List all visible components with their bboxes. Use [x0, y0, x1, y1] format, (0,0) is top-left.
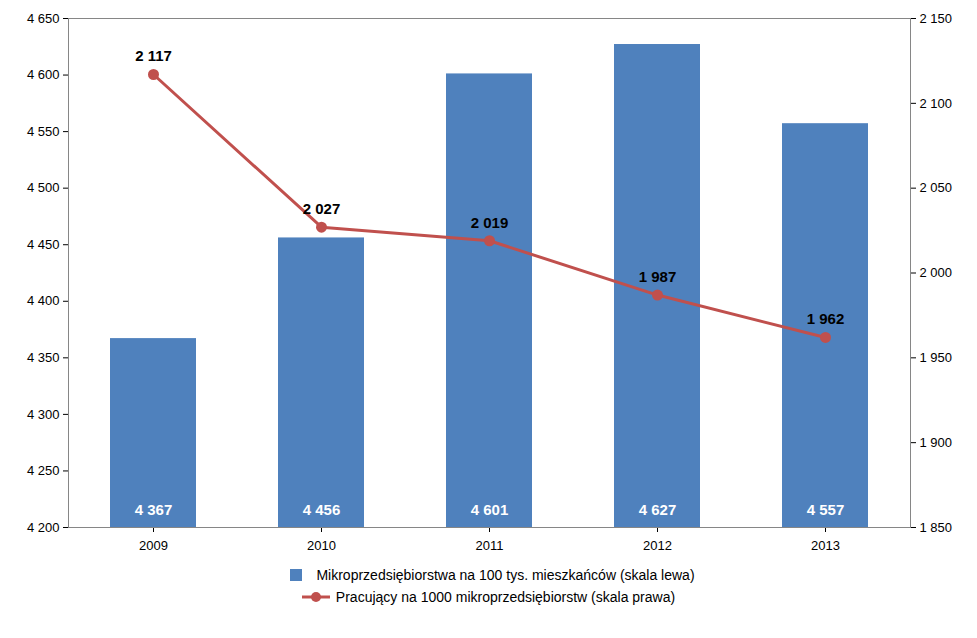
- html-text:Mikroprzedsiębiorstwa na 100 t: Mikroprzedsiębiorstwa na 100 tys. mieszk…: [316, 567, 695, 583]
- svg-text:4 550: 4 550: [27, 124, 60, 139]
- svg-text:4 200: 4 200: [27, 520, 60, 535]
- svg-text:2 150: 2 150: [920, 11, 953, 26]
- svg-text:4 450: 4 450: [27, 237, 60, 252]
- svg-text:1 850: 1 850: [920, 520, 953, 535]
- svg-text:2010: 2010: [307, 538, 336, 553]
- svg-text:4 601: 4 601: [471, 501, 509, 518]
- svg-text:4 250: 4 250: [27, 463, 60, 478]
- svg-text:2009: 2009: [139, 538, 168, 553]
- svg-text:2 000: 2 000: [920, 265, 953, 280]
- svg-text:1 987: 1 987: [639, 268, 677, 285]
- svg-text:2 019: 2 019: [471, 214, 509, 231]
- svg-text:2011: 2011: [476, 538, 504, 553]
- svg-text:2 100: 2 100: [920, 95, 953, 110]
- svg-text:2 117: 2 117: [135, 47, 172, 64]
- svg-text:2 027: 2 027: [303, 200, 341, 217]
- svg-text:4 627: 4 627: [639, 501, 677, 518]
- svg-text:4 600: 4 600: [27, 67, 60, 82]
- svg-text:4 456: 4 456: [303, 501, 341, 518]
- svg-text:1 900: 1 900: [920, 435, 953, 450]
- svg-text:4 367: 4 367: [135, 501, 173, 518]
- svg-text:2 050: 2 050: [920, 180, 953, 195]
- svg-text:1 950: 1 950: [920, 350, 953, 365]
- svg-text:4 650: 4 650: [27, 11, 60, 26]
- svg-text:4 300: 4 300: [27, 407, 60, 422]
- svg-text:2013: 2013: [811, 538, 840, 553]
- html-text:Pracujący na 1000 mikroprzedsi: Pracujący na 1000 mikroprzedsiębiorstw (…: [335, 589, 676, 605]
- svg-text:4 557: 4 557: [807, 501, 845, 518]
- svg-text:1 962: 1 962: [807, 310, 845, 327]
- svg-text:4 350: 4 350: [27, 350, 60, 365]
- svg-text:4 400: 4 400: [27, 293, 60, 308]
- svg-text:2012: 2012: [643, 538, 672, 553]
- svg-text:4 500: 4 500: [27, 180, 60, 195]
